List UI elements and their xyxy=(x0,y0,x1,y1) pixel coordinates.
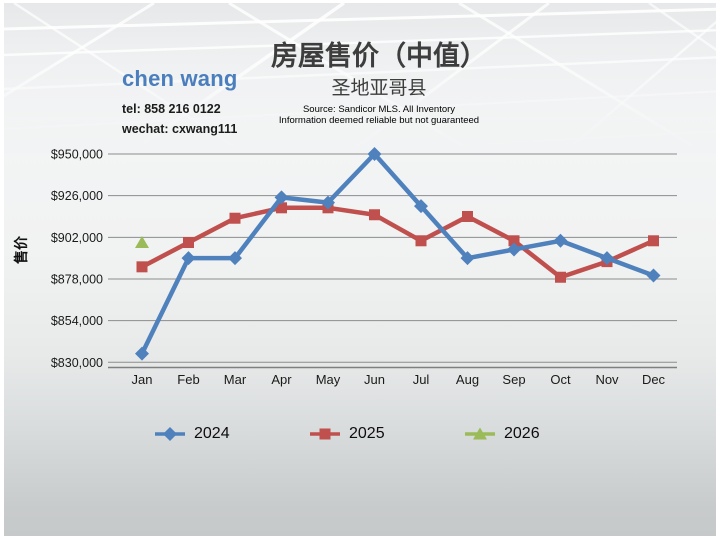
legend-item-2024: 2024 xyxy=(153,421,230,447)
data-point-2024-Jun xyxy=(367,147,382,161)
series-line-2024 xyxy=(139,151,656,356)
series-line-2025 xyxy=(139,205,656,280)
data-point-2025-Jan xyxy=(136,261,148,273)
legend-label-2026: 2026 xyxy=(504,425,540,442)
x-tick-label-Mar: Mar xyxy=(224,372,247,387)
pattern-fade-overlay xyxy=(4,3,716,153)
legend-label-2024: 2024 xyxy=(194,425,230,442)
chart-legend: 2024 2025 2026 xyxy=(4,421,716,449)
price-chart: $830,000 $854,000 $878,000 $902,000 $926,000… xyxy=(13,147,677,387)
x-tick-label-Nov: Nov xyxy=(595,372,619,387)
y-tick-label: $830,000 xyxy=(51,356,103,370)
data-point-2024-Aug xyxy=(460,251,475,266)
data-point-2025-Jul xyxy=(415,235,427,247)
x-tick-label-Oct: Oct xyxy=(550,372,571,387)
legend-marker-2024-icon xyxy=(155,427,185,441)
chart-title: 房屋售价（中值） xyxy=(271,41,487,71)
x-tick-label-Jan: Jan xyxy=(132,372,153,387)
y-tick-label: $926,000 xyxy=(51,189,103,203)
data-point-2025-Apr xyxy=(276,202,287,214)
legend-item-2026: 2026 xyxy=(463,421,540,447)
contact-block: chen wang tel: 858 216 0122 wechat: cxwa… xyxy=(122,66,238,136)
x-tick-label-Jun: Jun xyxy=(364,372,385,387)
x-tick-label-Feb: Feb xyxy=(177,372,199,387)
legend-item-2025: 2025 xyxy=(308,421,385,447)
data-point-2024-Apr xyxy=(274,190,289,205)
x-tick-label-Apr: Apr xyxy=(271,372,292,387)
chart-subtitle: 圣地亚哥县 xyxy=(331,78,427,99)
data-point-2026-Jan xyxy=(135,236,149,249)
data-point-2024-Feb xyxy=(181,251,196,266)
background-grid-pattern xyxy=(4,3,716,153)
legend-marker-2025-icon xyxy=(310,428,340,440)
title-block: 房屋售价（中值） 圣地亚哥县 Source: Sandicor MLS. All… xyxy=(194,41,564,126)
data-point-2025-Feb xyxy=(183,237,194,249)
x-tick-label-Sep: Sep xyxy=(502,372,525,387)
source-line-2: Information deemed reliable but not guar… xyxy=(278,115,480,126)
source-note: Source: Sandicor MLS. All Inventory Info… xyxy=(194,104,564,126)
data-point-2024-Jul xyxy=(414,199,428,214)
x-tick-label-Aug: Aug xyxy=(456,372,479,387)
legend-marker-2026-icon xyxy=(465,427,495,440)
data-point-2025-Oct xyxy=(555,271,566,283)
y-tick-label: $878,000 xyxy=(51,272,103,286)
agent-wechat: wechat: cxwang111 xyxy=(122,122,238,136)
data-point-2024-Oct xyxy=(553,233,568,248)
data-point-2024-Dec xyxy=(646,268,661,283)
data-point-2025-Jun xyxy=(369,209,380,221)
x-tick-label-May: May xyxy=(316,372,341,387)
agent-phone: tel: 858 216 0122 xyxy=(122,102,221,116)
y-tick-label: $950,000 xyxy=(51,148,103,162)
data-point-2024-Nov xyxy=(600,251,614,266)
source-line-1: Source: Sandicor MLS. All Inventory xyxy=(302,104,456,115)
data-point-2024-May xyxy=(321,195,335,210)
data-point-2025-Aug xyxy=(462,210,473,222)
y-axis-title: 售价 xyxy=(13,235,29,265)
x-tick-label-Dec: Dec xyxy=(642,372,666,387)
data-point-2024-Jan xyxy=(135,346,149,361)
data-point-2025-Sep xyxy=(508,235,520,247)
y-tick-label: $854,000 xyxy=(51,314,103,328)
data-point-2024-Mar xyxy=(228,251,242,266)
y-tick-label: $902,000 xyxy=(51,231,103,245)
data-point-2025-Dec xyxy=(648,235,659,247)
data-point-2024-Sep xyxy=(507,242,521,257)
x-tick-label-Jul: Jul xyxy=(413,372,430,387)
agent-name: chen wang xyxy=(122,66,238,91)
slide-background: chen wang tel: 858 216 0122 wechat: cxwa… xyxy=(4,3,716,536)
data-point-2025-Mar xyxy=(229,212,241,224)
legend-label-2025: 2025 xyxy=(349,425,385,442)
